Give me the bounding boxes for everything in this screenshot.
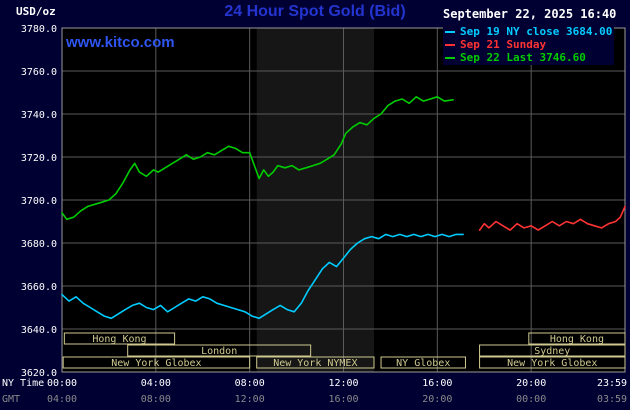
svg-text:00:00: 00:00 xyxy=(47,378,77,389)
svg-text:3680.0: 3680.0 xyxy=(21,239,57,250)
legend-label-sep21: Sep 21 Sunday xyxy=(460,38,547,51)
svg-text:New York Globex: New York Globex xyxy=(111,358,201,369)
timestamp: September 22, 2025 16:40 xyxy=(443,7,617,21)
svg-text:20:00: 20:00 xyxy=(422,394,452,405)
legend-item-sep19: Sep 19 NY close 3684.00 xyxy=(445,25,612,38)
legend-item-sep21: Sep 21 Sunday xyxy=(445,38,612,51)
svg-text:16:00: 16:00 xyxy=(422,378,452,389)
svg-text:NY Globex: NY Globex xyxy=(396,358,450,369)
svg-text:Hong Kong: Hong Kong xyxy=(550,334,604,345)
svg-text:20:00: 20:00 xyxy=(516,378,546,389)
svg-text:Hong Kong: Hong Kong xyxy=(92,334,146,345)
svg-text:04:00: 04:00 xyxy=(141,378,171,389)
svg-text:New York Globex: New York Globex xyxy=(507,358,597,369)
kitco-watermark-link[interactable]: www.kitco.com xyxy=(66,34,175,51)
unit-label: USD/oz xyxy=(16,5,56,18)
svg-text:GMT: GMT xyxy=(2,394,20,405)
svg-text:12:00: 12:00 xyxy=(235,394,265,405)
legend: Sep 19 NY close 3684.00 Sep 21 Sunday Se… xyxy=(443,24,615,65)
legend-line-swatch-sep22 xyxy=(445,56,455,59)
legend-line-swatch-sep21 xyxy=(445,43,455,46)
svg-text:3640.0: 3640.0 xyxy=(21,325,57,336)
svg-text:3720.0: 3720.0 xyxy=(21,153,57,164)
svg-text:3740.0: 3740.0 xyxy=(21,110,57,121)
svg-text:3660.0: 3660.0 xyxy=(21,282,57,293)
legend-label-sep22: Sep 22 Last 3746.60 xyxy=(460,51,586,64)
svg-text:New York NYMEX: New York NYMEX xyxy=(273,358,357,369)
svg-text:3780.0: 3780.0 xyxy=(21,24,57,35)
svg-text:3620.0: 3620.0 xyxy=(21,368,57,379)
svg-text:23:59: 23:59 xyxy=(597,378,627,389)
svg-text:3760.0: 3760.0 xyxy=(21,67,57,78)
svg-text:3700.0: 3700.0 xyxy=(21,196,57,207)
legend-item-sep22: Sep 22 Last 3746.60 xyxy=(445,51,612,64)
svg-text:12:00: 12:00 xyxy=(328,378,358,389)
chart-title: 24 Hour Spot Gold (Bid) xyxy=(224,3,406,20)
svg-text:NY Time: NY Time xyxy=(2,378,44,389)
svg-text:08:00: 08:00 xyxy=(141,394,171,405)
svg-text:London: London xyxy=(201,346,237,357)
svg-text:03:59: 03:59 xyxy=(597,394,627,405)
svg-text:00:00: 00:00 xyxy=(516,394,546,405)
svg-text:04:00: 04:00 xyxy=(47,394,77,405)
legend-line-swatch-sep19 xyxy=(445,30,455,33)
legend-label-sep19: Sep 19 NY close 3684.00 xyxy=(460,25,613,38)
svg-text:08:00: 08:00 xyxy=(235,378,265,389)
svg-text:16:00: 16:00 xyxy=(328,394,358,405)
svg-text:Sydney: Sydney xyxy=(534,346,570,357)
